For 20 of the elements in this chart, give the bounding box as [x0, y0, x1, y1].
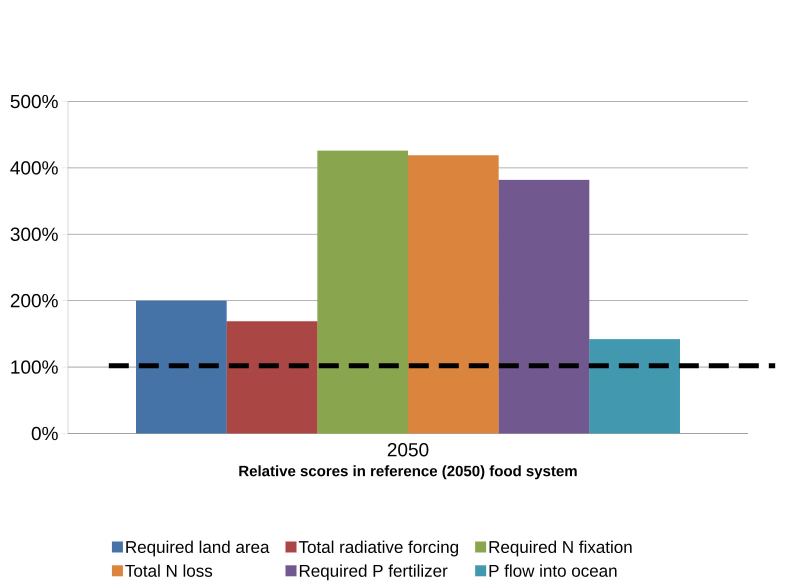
y-tick-label: 100% [11, 360, 58, 374]
y-tick-label: 500% [10, 94, 58, 108]
y-tick-label: 400% [10, 161, 58, 174]
y-tick-label: 300% [10, 227, 58, 241]
legend-label: Total N loss [125, 564, 212, 577]
bar [226, 321, 318, 434]
legend-label: Required P fertilizer [300, 564, 448, 580]
y-tick-label: 0% [32, 426, 58, 440]
legend-label: Total radiative forcing [298, 540, 458, 556]
legend-label: Required N fixation [490, 540, 632, 556]
legend-label: Required land area [126, 540, 270, 556]
bar [136, 300, 227, 434]
bar [317, 150, 408, 434]
bar [408, 155, 499, 434]
bar [589, 339, 680, 434]
bar [498, 180, 590, 434]
y-tick-label: 200% [10, 294, 58, 308]
legend-label: P flow into ocean [490, 564, 616, 577]
x-tick-label: 2050 [388, 442, 428, 456]
x-axis-title: Relative scores in reference (2050) food system [239, 465, 577, 480]
